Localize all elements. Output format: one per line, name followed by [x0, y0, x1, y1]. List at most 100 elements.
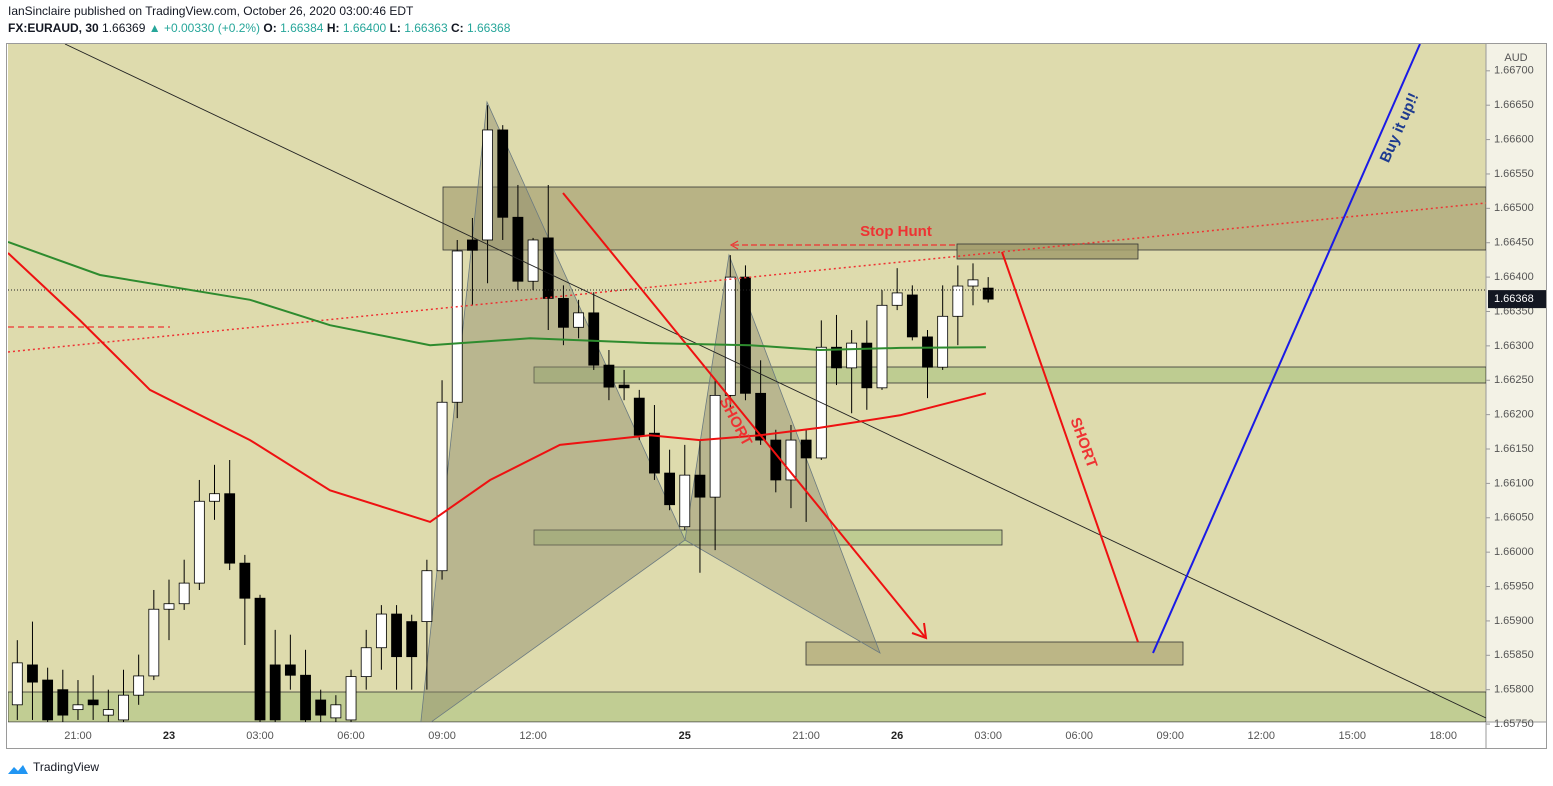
- x-tick-label: 09:00: [428, 730, 456, 742]
- candle-body: [724, 276, 736, 396]
- candle-body: [72, 704, 84, 711]
- candle-body: [633, 397, 645, 436]
- x-tick-label: 15:00: [1338, 730, 1366, 742]
- last-price-label: 1.66368: [1494, 293, 1534, 305]
- candle-body: [209, 493, 220, 502]
- candle-body: [224, 493, 236, 564]
- candle-body: [512, 216, 524, 282]
- y-tick-label: 1.66400: [1494, 271, 1534, 283]
- trend-line: [64, 44, 1486, 719]
- y-tick-label: 1.66100: [1494, 477, 1534, 489]
- candle-body: [27, 664, 38, 683]
- candle-body: [952, 285, 964, 317]
- header-field: 1.66363: [404, 21, 448, 35]
- x-tick-label: 06:00: [1065, 730, 1093, 742]
- x-tick-label: 18:00: [1430, 730, 1458, 742]
- y-tick-label: 1.66000: [1494, 546, 1534, 558]
- header-field: 1.66400: [343, 21, 387, 35]
- y-tick-label: 1.66700: [1494, 65, 1534, 77]
- x-tick-label: 12:00: [1247, 730, 1275, 742]
- header-line: FX:EURAUD, 30 1.66369 ▲ +0.00330 (+0.2%)…: [8, 21, 511, 35]
- harmonic-pattern: [420, 100, 686, 722]
- header-field: 1.66368: [467, 21, 511, 35]
- candle-body: [375, 613, 387, 649]
- x-tick-label: 21:00: [792, 730, 820, 742]
- candle-body: [254, 597, 266, 721]
- candle-body: [542, 237, 554, 299]
- candle-body: [497, 129, 509, 218]
- candle-body: [800, 439, 812, 459]
- candle-body: [740, 276, 751, 394]
- candle-body: [770, 439, 782, 481]
- y-tick-label: 1.66050: [1494, 512, 1534, 524]
- header-field: H:: [327, 21, 340, 35]
- candle-body: [906, 294, 918, 338]
- x-tick-label: 09:00: [1156, 730, 1184, 742]
- candle-body: [785, 439, 797, 481]
- candle-body: [982, 287, 994, 300]
- moving-average: [8, 252, 987, 524]
- candle-body: [11, 662, 23, 706]
- header-field: C:: [451, 21, 464, 35]
- y-tick-label: 1.66450: [1494, 237, 1534, 249]
- candle-body: [284, 664, 296, 676]
- moving-average: [8, 241, 986, 352]
- header-field: ▲ +0.00330 (+0.2%): [149, 21, 260, 35]
- chart-frame: [6, 43, 1547, 749]
- candle-body: [709, 394, 721, 498]
- candle-body: [102, 709, 114, 716]
- buy-line: [1152, 44, 1421, 654]
- candle-body: [42, 679, 54, 721]
- candle-body: [679, 474, 691, 528]
- publisher: IanSinclaire published on TradingView.co…: [8, 4, 414, 18]
- x-tick-label: 12:00: [519, 730, 547, 742]
- candle-body: [118, 694, 129, 721]
- candle-body: [922, 336, 933, 368]
- candle-body: [391, 613, 402, 658]
- x-tick-label: 03:00: [246, 730, 274, 742]
- arrow-head: [911, 622, 928, 640]
- candle-body: [193, 500, 205, 584]
- candle-body: [846, 342, 858, 369]
- x-tick-label: 03:00: [974, 730, 1002, 742]
- candle-body: [937, 315, 949, 368]
- candle-body: [360, 647, 372, 678]
- supply-zone: [442, 186, 1486, 251]
- header-field: L:: [390, 21, 401, 35]
- candle-body: [694, 474, 706, 498]
- y-tick-label: 1.66600: [1494, 133, 1534, 145]
- header-field: O:: [263, 21, 276, 35]
- candle-body: [315, 699, 327, 716]
- arrow: [562, 192, 926, 638]
- y-tick-label: 1.66350: [1494, 305, 1534, 317]
- header-field: 1.66384: [280, 21, 324, 35]
- candle-body: [133, 675, 145, 696]
- logo-text: TradingView: [33, 760, 99, 774]
- candle-body: [87, 699, 99, 706]
- y-tick-label: 1.65800: [1494, 684, 1534, 696]
- y-tick-label: 1.66550: [1494, 168, 1534, 180]
- candle-body: [345, 676, 357, 721]
- y-tick-label: 1.66650: [1494, 99, 1534, 111]
- candle-body: [330, 704, 342, 719]
- header-field: 1.66369: [102, 21, 146, 35]
- y-tick-label: 1.66150: [1494, 443, 1534, 455]
- y-tick-label: 1.65900: [1494, 615, 1534, 627]
- candle-body: [163, 603, 175, 610]
- candle-body: [178, 582, 190, 605]
- last-price-box: [1488, 290, 1546, 309]
- zones: [8, 100, 1486, 722]
- logo: TradingView: [8, 760, 99, 774]
- candle-body: [436, 401, 448, 572]
- support-zone: [533, 529, 1003, 546]
- candle-body: [148, 608, 160, 677]
- x-tick-label: 06:00: [337, 730, 365, 742]
- candle-body: [603, 364, 615, 388]
- header-field: FX:EURAUD, 30: [8, 21, 99, 35]
- candle-body: [482, 129, 493, 241]
- demand-zone: [8, 691, 1486, 722]
- candle-body: [967, 279, 979, 287]
- short-line: [1001, 251, 1139, 643]
- x-tick-label: 25: [679, 730, 691, 742]
